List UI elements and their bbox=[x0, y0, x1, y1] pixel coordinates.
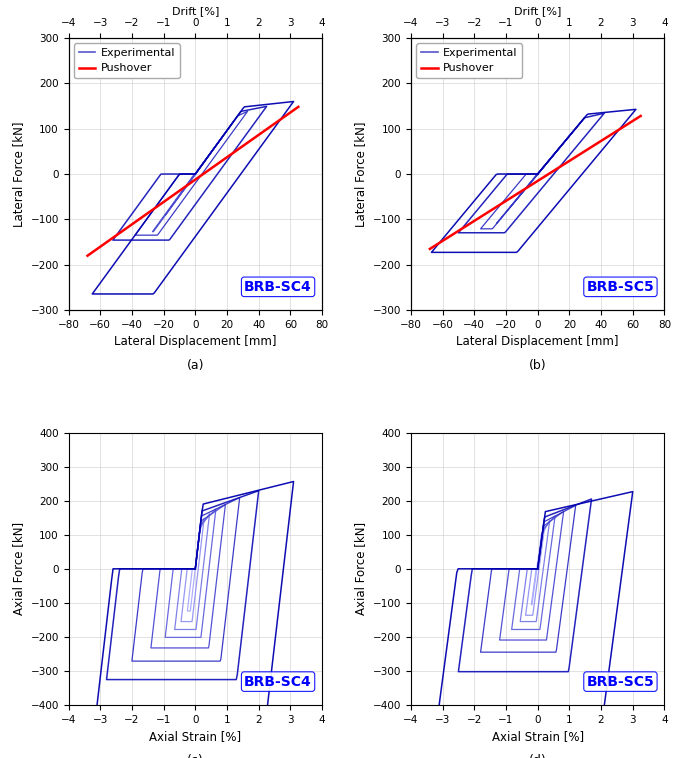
Y-axis label: Axial Force [kN]: Axial Force [kN] bbox=[354, 522, 367, 615]
Text: BRB-SC4: BRB-SC4 bbox=[244, 675, 312, 688]
Legend: Experimental, Pushover: Experimental, Pushover bbox=[416, 43, 522, 78]
Legend: Experimental, Pushover: Experimental, Pushover bbox=[74, 43, 179, 78]
X-axis label: Lateral Displacement [mm]: Lateral Displacement [mm] bbox=[456, 336, 619, 349]
Text: (c): (c) bbox=[187, 754, 203, 758]
X-axis label: Axial Strain [%]: Axial Strain [%] bbox=[492, 730, 584, 743]
Y-axis label: Lateral Force [kN]: Lateral Force [kN] bbox=[12, 121, 25, 227]
Text: (d): (d) bbox=[529, 754, 547, 758]
X-axis label: Lateral Displacement [mm]: Lateral Displacement [mm] bbox=[114, 336, 277, 349]
Text: BRB-SC4: BRB-SC4 bbox=[244, 280, 312, 294]
X-axis label: Drift [%]: Drift [%] bbox=[514, 6, 561, 16]
X-axis label: Axial Strain [%]: Axial Strain [%] bbox=[149, 730, 241, 743]
Text: (b): (b) bbox=[529, 359, 547, 372]
Text: BRB-SC5: BRB-SC5 bbox=[586, 280, 654, 294]
Y-axis label: Axial Force [kN]: Axial Force [kN] bbox=[12, 522, 25, 615]
Text: BRB-SC5: BRB-SC5 bbox=[586, 675, 654, 688]
Y-axis label: Lateral Force [kN]: Lateral Force [kN] bbox=[354, 121, 367, 227]
Text: (a): (a) bbox=[186, 359, 204, 372]
X-axis label: Drift [%]: Drift [%] bbox=[172, 6, 219, 16]
